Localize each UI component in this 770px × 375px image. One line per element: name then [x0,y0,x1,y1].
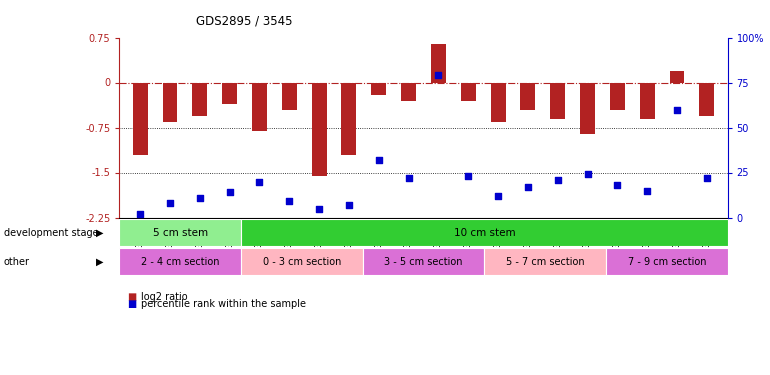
Bar [580,82,595,134]
Text: development stage: development stage [4,228,99,238]
Bar [241,248,363,275]
Bar [223,82,237,104]
Text: ▶: ▶ [96,257,104,267]
Point [343,202,355,208]
Bar [119,248,241,275]
Bar [460,82,476,100]
Bar [431,44,446,82]
Point [522,184,534,190]
Point [701,175,713,181]
Point [671,106,683,112]
Point [462,173,474,179]
Text: ■: ■ [127,292,136,302]
Text: percentile rank within the sample: percentile rank within the sample [141,299,306,309]
Bar [606,248,728,275]
Text: 5 - 7 cm section: 5 - 7 cm section [506,257,584,267]
Bar [342,82,357,154]
Bar [312,82,326,176]
Point [194,195,206,201]
Point [373,157,385,163]
Point [134,211,146,217]
Bar [119,219,241,246]
Text: 5 cm stem: 5 cm stem [152,228,208,238]
Text: ■: ■ [127,299,136,309]
Point [432,72,444,78]
Bar [640,82,654,118]
Bar [192,82,207,116]
Bar [282,82,296,110]
Point [403,175,415,181]
Text: other: other [4,257,30,267]
Point [611,182,624,188]
Point [313,206,325,212]
Bar [610,82,624,110]
Point [492,193,504,199]
Bar [699,82,715,116]
Bar [669,70,685,82]
Point [551,177,564,183]
Bar [371,82,387,94]
Point [283,198,296,204]
Bar [162,82,178,122]
Text: GDS2895 / 3545: GDS2895 / 3545 [196,15,293,28]
Bar [490,82,505,122]
Bar [241,219,728,246]
Bar [551,82,565,118]
Bar [401,82,416,100]
Text: 10 cm stem: 10 cm stem [454,228,515,238]
Bar [132,82,148,154]
Point [581,171,594,177]
Bar [252,82,267,130]
Bar [484,248,606,275]
Point [253,178,266,184]
Point [164,200,176,206]
Text: 2 - 4 cm section: 2 - 4 cm section [141,257,219,267]
Point [223,189,236,195]
Bar [363,248,484,275]
Point [641,188,653,194]
Text: 3 - 5 cm section: 3 - 5 cm section [384,257,463,267]
Text: ▶: ▶ [96,228,104,238]
Text: log2 ratio: log2 ratio [141,292,188,302]
Text: 0 - 3 cm section: 0 - 3 cm section [263,257,341,267]
Text: 7 - 9 cm section: 7 - 9 cm section [628,257,706,267]
Bar [521,82,535,110]
